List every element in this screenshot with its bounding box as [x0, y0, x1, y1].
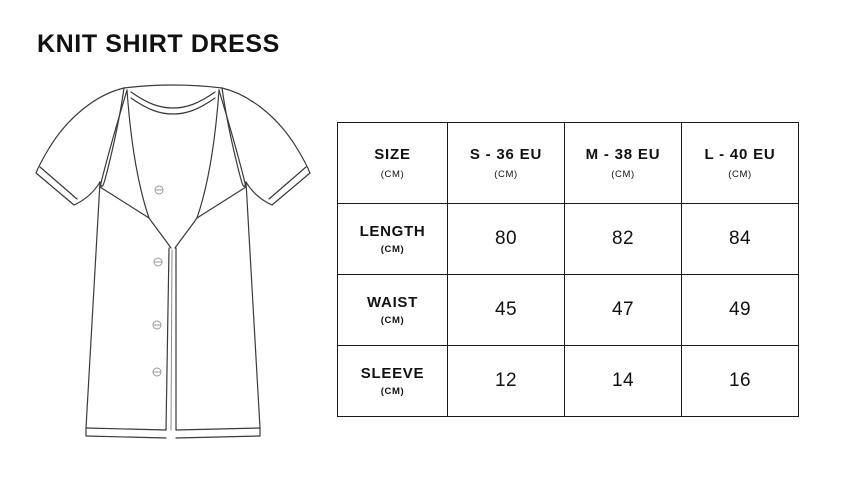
left-collar-inner-edge — [99, 89, 128, 188]
table-row-waist: WAIST (CM) 45 47 49 — [337, 274, 799, 346]
header-unit-s: (CM) — [494, 168, 518, 180]
right-sleeve-outer-edge — [221, 87, 311, 174]
button-icon-3 — [152, 320, 162, 330]
hem-band-left-bottom — [85, 435, 167, 439]
right-sleeve-cuff-inner-line — [268, 166, 307, 200]
placket-center-fold — [170, 249, 173, 431]
left-sleeve-cuff-edge — [35, 172, 75, 206]
button-group — [152, 185, 164, 377]
header-unit-size: (CM) — [380, 168, 405, 180]
left-sleeve-cuff-inner-line — [39, 166, 78, 200]
header-label-l: L - 40 EU — [704, 146, 776, 164]
cell-sleeve-l: 16 — [681, 345, 799, 417]
hem-right-edge — [175, 427, 261, 431]
value-waist-s: 45 — [495, 299, 517, 320]
cell-waist-l: 49 — [681, 274, 799, 346]
table-row-sleeve: SLEEVE (CM) 12 14 16 — [337, 345, 799, 417]
value-length-s: 80 — [495, 228, 517, 249]
header-label-m: M - 38 EU — [585, 146, 661, 164]
cell-length-s: 80 — [447, 203, 565, 275]
right-collar-outer-edge — [196, 89, 220, 219]
page-title: KNIT SHIRT DRESS — [37, 30, 280, 58]
left-collar-point-edge — [99, 186, 150, 219]
header-unit-l: (CM) — [728, 168, 752, 180]
header-label-size: SIZE — [374, 146, 411, 164]
garment-illustration — [28, 72, 318, 454]
left-collar-outer-edge — [126, 89, 150, 219]
table-header-row: SIZE (CM) S - 36 EU (CM) M - 38 EU (CM) … — [337, 122, 799, 204]
value-length-m: 82 — [612, 228, 634, 249]
cell-length-m: 82 — [564, 203, 682, 275]
header-unit-m: (CM) — [611, 168, 635, 180]
row-label-cell-length: LENGTH (CM) — [337, 203, 448, 275]
hem-left-edge — [85, 427, 167, 431]
header-cell-s: S - 36 EU (CM) — [447, 122, 565, 204]
value-sleeve-m: 14 — [612, 370, 634, 391]
back-neck-collar-stand — [130, 97, 216, 115]
row-label-cell-waist: WAIST (CM) — [337, 274, 448, 346]
left-sleeve-hem-bottom — [73, 181, 101, 206]
button-icon-1 — [154, 185, 164, 195]
table-row-length: LENGTH (CM) 80 82 84 — [337, 203, 799, 275]
right-side-seam — [245, 181, 261, 429]
right-collar-point-edge — [196, 186, 247, 219]
back-neck-inner-line — [130, 91, 216, 109]
header-cell-m: M - 38 EU (CM) — [564, 122, 682, 204]
row-label-waist: WAIST — [367, 293, 418, 311]
button-icon-2 — [153, 257, 163, 267]
shoulder-top-edge — [123, 84, 223, 89]
right-sleeve-cuff-edge — [271, 172, 311, 206]
row-unit-sleeve: (CM) — [380, 386, 405, 398]
header-cell-l: L - 40 EU (CM) — [681, 122, 799, 204]
cell-waist-m: 47 — [564, 274, 682, 346]
row-label-sleeve: SLEEVE — [360, 364, 425, 382]
value-length-l: 84 — [729, 228, 751, 249]
left-sleeve-outer-edge — [35, 87, 125, 174]
value-waist-m: 47 — [612, 299, 634, 320]
header-label-s: S - 36 EU — [469, 146, 543, 164]
row-unit-waist: (CM) — [380, 315, 405, 327]
placket-left-edge — [165, 247, 170, 431]
value-waist-l: 49 — [729, 299, 751, 320]
cell-sleeve-m: 14 — [564, 345, 682, 417]
value-sleeve-s: 12 — [495, 370, 517, 391]
cell-length-l: 84 — [681, 203, 799, 275]
row-label-length: LENGTH — [359, 222, 426, 240]
left-v-neck-line — [148, 217, 172, 249]
right-v-neck-line — [174, 217, 198, 249]
size-chart-table: SIZE (CM) S - 36 EU (CM) M - 38 EU (CM) … — [337, 122, 799, 417]
left-side-seam — [85, 181, 101, 429]
value-sleeve-l: 16 — [729, 370, 751, 391]
row-label-cell-sleeve: SLEEVE (CM) — [337, 345, 448, 417]
hem-band-right-bottom — [175, 435, 261, 439]
right-sleeve-hem-bottom — [245, 181, 273, 206]
row-unit-length: (CM) — [380, 244, 405, 256]
cell-waist-s: 45 — [447, 274, 565, 346]
cell-sleeve-s: 12 — [447, 345, 565, 417]
right-collar-inner-edge — [218, 89, 247, 188]
button-icon-4 — [152, 367, 162, 377]
header-cell-size: SIZE (CM) — [337, 122, 448, 204]
